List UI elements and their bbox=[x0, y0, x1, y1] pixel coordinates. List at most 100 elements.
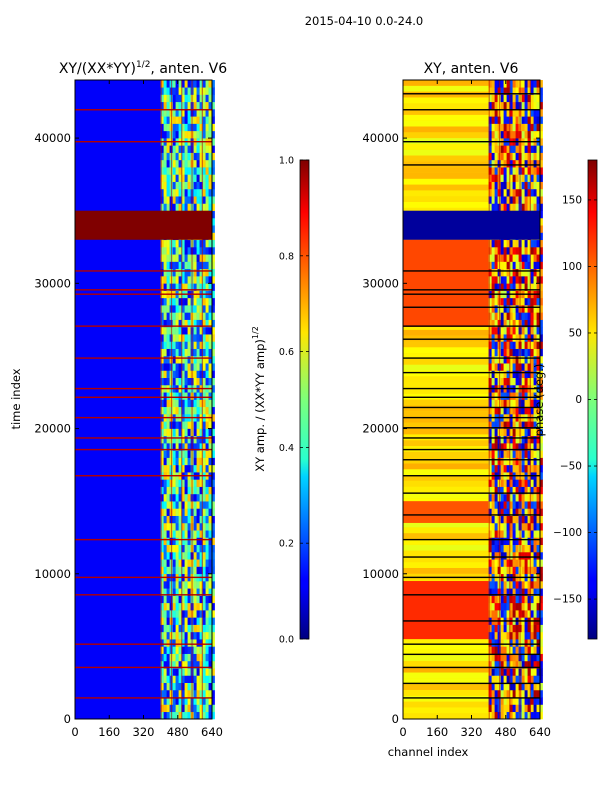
heatmap-cell bbox=[166, 283, 170, 291]
heatmap-cell bbox=[211, 551, 215, 560]
heatmap-cell bbox=[202, 551, 206, 560]
heatmap-cell bbox=[515, 508, 519, 516]
heatmap-cell bbox=[533, 689, 537, 698]
heatmap-cell bbox=[160, 159, 164, 168]
heatmap-cell bbox=[187, 602, 191, 611]
heatmap-cell bbox=[172, 443, 176, 451]
heatmap-cell bbox=[500, 377, 504, 386]
heatmap-cell bbox=[539, 261, 543, 270]
heatmap-cell bbox=[160, 174, 164, 182]
heatmap-cell bbox=[184, 145, 188, 153]
heatmap-cell bbox=[515, 581, 519, 589]
heatmap-cell bbox=[181, 392, 185, 400]
heatmap-cell bbox=[512, 406, 516, 415]
heatmap-cell bbox=[527, 80, 531, 88]
heatmap-cell bbox=[184, 276, 188, 284]
heatmap-cell bbox=[494, 399, 498, 408]
heatmap-cell bbox=[196, 319, 200, 328]
heatmap-cell bbox=[533, 116, 537, 124]
heatmap-cell bbox=[184, 646, 188, 654]
heatmap-cell bbox=[524, 283, 528, 291]
heatmap-cell bbox=[500, 370, 504, 379]
heatmap-cell bbox=[524, 399, 528, 408]
heatmap-cell bbox=[524, 689, 528, 698]
heatmap-cell bbox=[178, 639, 182, 647]
heatmap-cell bbox=[506, 326, 510, 335]
heatmap-cell bbox=[536, 559, 540, 567]
heatmap-cell bbox=[187, 443, 191, 451]
heatmap-cell bbox=[184, 334, 188, 342]
x-tick-label: 160 bbox=[98, 725, 120, 739]
heatmap-cell bbox=[503, 247, 507, 255]
heatmap-cell bbox=[491, 682, 495, 691]
heatmap-cell bbox=[163, 261, 167, 270]
heatmap-row-texture bbox=[403, 416, 489, 423]
right-panel: XY, anten. V6 0 160 320 480 640 010000200003… bbox=[362, 61, 551, 759]
heatmap-row-texture bbox=[403, 527, 489, 534]
heatmap-cell bbox=[539, 479, 543, 487]
heatmap-cell bbox=[530, 188, 534, 197]
heatmap-cell bbox=[178, 551, 182, 560]
heatmap-cell bbox=[524, 116, 528, 124]
heatmap-cell bbox=[196, 87, 200, 95]
heatmap-cell bbox=[160, 581, 164, 589]
heatmap-cell bbox=[512, 595, 516, 604]
heatmap-cell bbox=[187, 181, 191, 190]
heatmap-cell bbox=[515, 544, 519, 553]
heatmap-cell bbox=[208, 392, 212, 400]
heatmap-cell bbox=[515, 399, 519, 408]
heatmap-cell bbox=[172, 595, 176, 604]
heatmap-cell bbox=[178, 530, 182, 538]
heatmap-cell bbox=[533, 479, 537, 487]
heatmap-cell bbox=[178, 588, 182, 596]
heatmap-cell bbox=[515, 326, 519, 335]
heatmap-cell bbox=[506, 399, 510, 408]
heatmap-cell bbox=[494, 239, 498, 248]
heatmap-cell bbox=[181, 421, 185, 429]
heatmap-cell bbox=[181, 544, 185, 553]
heatmap-cell bbox=[187, 123, 191, 132]
heatmap-cell bbox=[539, 428, 543, 437]
heatmap-cell bbox=[521, 109, 525, 117]
heatmap-cell bbox=[184, 595, 188, 604]
heatmap-cell bbox=[503, 283, 507, 291]
heatmap-cell bbox=[506, 312, 510, 320]
heatmap-cell bbox=[500, 624, 504, 633]
heatmap-cell bbox=[491, 653, 495, 662]
heatmap-cell bbox=[163, 130, 167, 139]
heatmap-cell bbox=[199, 196, 203, 204]
heatmap-cell bbox=[202, 501, 206, 509]
heatmap-cell bbox=[181, 704, 185, 713]
heatmap-cell bbox=[187, 639, 191, 647]
heatmap-cell bbox=[208, 363, 212, 371]
heatmap-cell bbox=[539, 486, 543, 495]
heatmap-cell bbox=[503, 435, 507, 444]
heatmap-cell bbox=[506, 479, 510, 487]
heatmap-cell bbox=[202, 617, 206, 625]
heatmap-cell bbox=[166, 276, 170, 284]
heatmap-cell bbox=[512, 399, 516, 408]
heatmap-cell bbox=[521, 181, 525, 190]
heatmap-cell bbox=[491, 581, 495, 589]
heatmap-cell bbox=[539, 80, 543, 88]
heatmap-cell bbox=[509, 464, 513, 473]
heatmap-cell bbox=[491, 130, 495, 139]
heatmap-cell bbox=[211, 414, 215, 422]
heatmap-cell bbox=[193, 174, 197, 182]
x-tick-label: 640 bbox=[201, 725, 223, 739]
heatmap-cell bbox=[163, 697, 167, 705]
heatmap-cell bbox=[503, 479, 507, 487]
heatmap-row-texture bbox=[403, 184, 489, 191]
heatmap-cell bbox=[536, 508, 540, 516]
heatmap-cell bbox=[199, 435, 203, 444]
left-colorbar-ticks: 0.00.20.40.60.81.0 bbox=[279, 156, 309, 646]
heatmap-cell bbox=[202, 399, 206, 408]
heatmap-cell bbox=[184, 174, 188, 182]
heatmap-cell bbox=[491, 276, 495, 284]
heatmap-cell bbox=[506, 624, 510, 633]
heatmap-row-texture bbox=[403, 120, 489, 127]
heatmap-cell bbox=[181, 551, 185, 560]
heatmap-cell bbox=[205, 196, 209, 204]
heatmap-cell bbox=[539, 595, 543, 604]
heatmap-cell bbox=[163, 152, 167, 161]
